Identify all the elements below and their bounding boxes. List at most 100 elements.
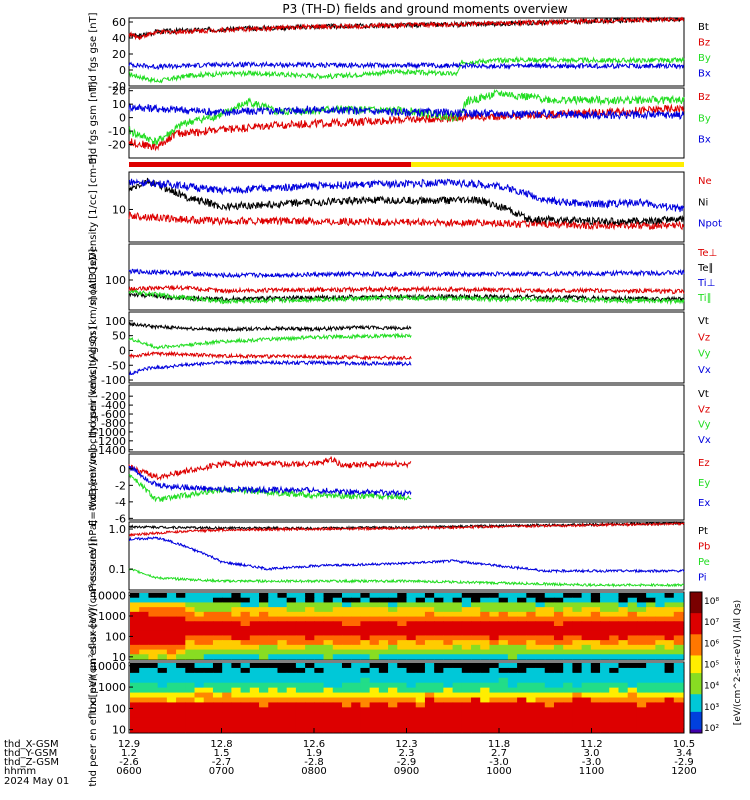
panel-frame — [128, 87, 685, 159]
spectrogram-cell — [572, 722, 583, 728]
spectrogram-cell — [646, 611, 656, 618]
spectrogram-cell — [544, 616, 555, 622]
spectrogram-cell — [655, 602, 666, 608]
spectrogram-cell — [369, 692, 380, 699]
spectrogram-cell — [424, 640, 435, 646]
spectrogram-cell — [507, 630, 518, 637]
spectrogram-cell — [305, 697, 315, 704]
spectrogram-cell — [277, 672, 288, 679]
spectrogram-cell — [305, 722, 315, 728]
spectrogram-cell — [286, 722, 297, 728]
spectrogram-cell — [655, 607, 666, 613]
spectrogram-cell — [305, 649, 315, 655]
spectrogram-cell — [166, 697, 177, 704]
spectrogram-cell — [268, 644, 279, 651]
spectrogram-cell — [636, 602, 647, 608]
spectrogram-cell — [231, 611, 242, 618]
spectrogram-cell — [295, 630, 306, 637]
spectrogram-cell — [222, 602, 232, 608]
spectrogram-cell — [507, 607, 518, 613]
spectrogram-cell — [572, 616, 583, 622]
spectrogram-cell — [517, 630, 527, 637]
spectrogram-cell — [424, 717, 435, 723]
spectrogram-cell — [480, 677, 491, 684]
spectrogram-cell — [673, 597, 684, 604]
spectrogram-cell — [415, 687, 426, 694]
y-tick-label: -50 — [108, 359, 126, 372]
spectrogram-cell — [544, 597, 555, 604]
spectrogram-cell — [148, 687, 159, 694]
series-line-pressure-2 — [128, 568, 685, 588]
spectrogram-cell — [268, 630, 279, 637]
spectrogram-cell — [341, 593, 352, 599]
spectrogram-cell — [655, 667, 666, 674]
spectrogram-cell — [249, 644, 260, 651]
spectrogram-cell — [618, 677, 629, 684]
colorbar-swatch — [690, 648, 702, 653]
spectrogram-cell — [166, 597, 177, 604]
spectrogram-cell — [212, 621, 223, 627]
spectrogram-cell — [618, 621, 629, 627]
spectrogram-cell — [655, 682, 666, 689]
spectrogram-cell — [268, 593, 279, 599]
spectrogram-cell — [535, 597, 546, 604]
spectrogram-cell — [277, 649, 288, 655]
spectrogram-cell — [351, 667, 362, 674]
spectrogram-cell — [517, 616, 527, 622]
series-line-fgs_gse-3 — [128, 60, 685, 71]
legend-label: Pe — [698, 557, 710, 568]
spectrogram-cell — [498, 667, 509, 674]
spectrogram-cell — [194, 644, 205, 651]
spectrogram-cell — [157, 697, 168, 704]
spectrogram-cell — [609, 611, 620, 618]
legend-label: Vt — [698, 389, 709, 400]
spectrogram-cell — [590, 649, 601, 655]
spectrogram-cell — [194, 607, 205, 613]
spectrogram-cell — [166, 640, 177, 646]
spectrogram-cell — [590, 630, 601, 637]
spectrogram-cell — [341, 616, 352, 622]
x-tick-label: -3.0 — [489, 757, 509, 768]
spectrogram-cell — [627, 672, 638, 679]
spectrogram-cell — [618, 635, 629, 641]
spectrogram-cell — [526, 692, 537, 699]
spectrogram-cell — [498, 616, 509, 622]
spectrogram-cell — [535, 654, 546, 660]
spectrogram-cell — [415, 682, 426, 689]
spectrogram-cell — [332, 593, 343, 599]
spectrogram-cell — [636, 702, 647, 708]
spectrogram-cell — [185, 717, 196, 723]
colorbar-swatch — [690, 729, 702, 734]
spectrogram-cell — [397, 630, 408, 637]
spectrogram-cell — [535, 682, 546, 689]
spectrogram-cell — [424, 712, 435, 718]
spectrogram-cell — [194, 672, 205, 679]
spectrogram-cell — [323, 597, 334, 604]
spectrogram-cell — [314, 677, 325, 684]
spectrogram-cell — [489, 644, 500, 651]
spectrogram-cell — [332, 722, 343, 728]
spectrogram-cell — [277, 677, 288, 684]
spectrogram-cell — [231, 607, 242, 613]
spectrogram-cell — [655, 616, 666, 622]
spectrogram-cell — [443, 640, 454, 646]
spectrogram-cell — [231, 621, 242, 627]
spectrogram-cell — [600, 621, 610, 627]
colorbar-frame — [689, 591, 703, 734]
spectrogram-cell — [341, 667, 352, 674]
spectrogram-cell — [295, 667, 306, 674]
spectrogram-cell — [452, 630, 463, 637]
spectrogram-cell — [185, 593, 196, 599]
colorbar-swatch — [690, 655, 702, 660]
spectrogram-cell — [157, 702, 168, 708]
spectrogram-cell — [646, 712, 656, 718]
spectrogram-cell — [185, 727, 196, 733]
spectrogram-cell — [295, 722, 306, 728]
spectrogram-cell — [434, 607, 444, 613]
spectrogram-cell — [627, 663, 638, 669]
spectrogram-cell — [461, 722, 472, 728]
spectrogram-cell — [443, 707, 454, 713]
